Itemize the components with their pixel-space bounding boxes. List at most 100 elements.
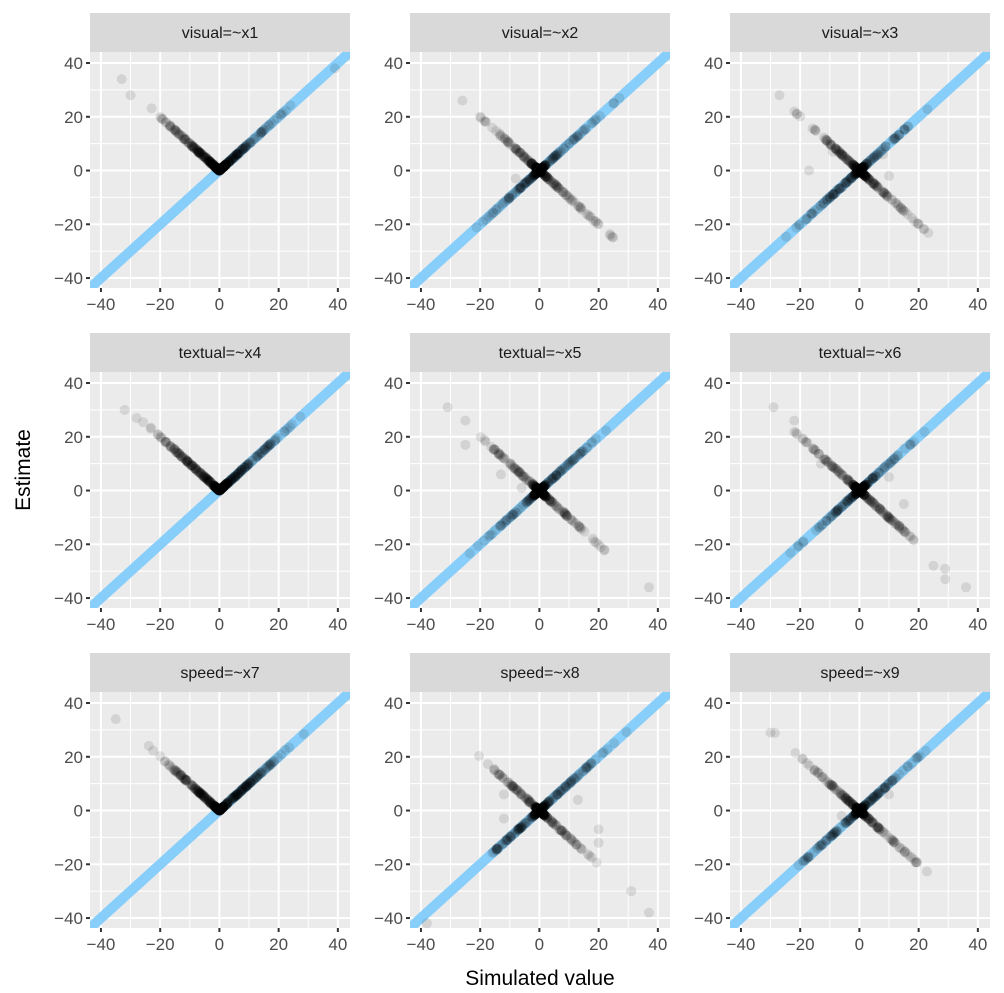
data-point: [172, 447, 183, 458]
data-point: [224, 156, 235, 167]
data-point: [873, 822, 884, 833]
data-point: [171, 447, 182, 458]
data-point: [863, 814, 874, 825]
data-point: [853, 485, 864, 496]
data-point: [576, 447, 587, 458]
data-point: [818, 454, 829, 465]
data-point: [798, 856, 809, 867]
data-point: [217, 802, 228, 813]
data-point: [215, 485, 226, 496]
data-point: [491, 843, 502, 854]
data-point: [189, 463, 200, 474]
data-point: [854, 165, 865, 176]
data-point: [520, 152, 531, 163]
outlier-point: [878, 149, 889, 160]
data-point: [857, 807, 868, 818]
data-point: [854, 805, 865, 816]
strip-background: [410, 653, 670, 692]
data-point: [515, 147, 526, 158]
data-point: [868, 179, 879, 190]
data-point: [836, 469, 847, 480]
data-point: [531, 162, 542, 173]
data-point: [856, 487, 867, 498]
x-axis: −40 −20 0 20 40: [407, 608, 667, 634]
data-point: [503, 194, 514, 205]
data-point: [837, 790, 848, 801]
data-point: [531, 163, 542, 174]
data-point: [215, 484, 226, 495]
data-point: [813, 448, 824, 459]
data-point: [506, 510, 517, 521]
data-point: [874, 503, 885, 514]
data-point: [215, 164, 226, 175]
y-tick-label: 40: [704, 374, 723, 393]
data-point: [880, 781, 891, 792]
data-point: [869, 498, 880, 509]
data-point: [238, 782, 249, 793]
data-point: [504, 137, 515, 148]
outlier-point: [460, 415, 471, 426]
data-point: [536, 167, 547, 178]
data-point: [560, 140, 571, 151]
data-point: [215, 483, 226, 494]
data-point: [845, 814, 856, 825]
data-point: [204, 796, 215, 807]
data-point: [865, 156, 876, 167]
outlier-point: [614, 92, 625, 103]
data-point: [900, 206, 911, 217]
data-point: [536, 487, 547, 498]
data-point: [535, 166, 546, 177]
data-point: [856, 163, 867, 174]
data-point: [852, 804, 863, 815]
data-point: [211, 482, 222, 493]
data-point: [856, 803, 867, 814]
data-point: [215, 484, 226, 495]
data-point: [486, 441, 497, 452]
data-point: [809, 846, 820, 857]
data-point: [506, 830, 517, 841]
outlier-point: [421, 918, 432, 928]
data-point: [255, 767, 266, 778]
data-point: [530, 488, 541, 499]
data-point: [884, 833, 895, 844]
data-point: [215, 804, 226, 815]
data-point: [848, 159, 859, 170]
data-point: [216, 803, 227, 814]
strip-background: [90, 13, 350, 52]
data-point: [869, 471, 880, 482]
data-point: [248, 775, 259, 786]
data-point: [525, 797, 536, 808]
data-point: [538, 801, 549, 812]
data-point: [814, 448, 825, 459]
data-point: [894, 769, 905, 780]
data-point: [534, 486, 545, 497]
data-point: [217, 163, 228, 174]
data-point: [513, 183, 524, 194]
data-point: [559, 507, 570, 518]
data-point: [851, 488, 862, 499]
data-point: [872, 182, 883, 193]
data-point: [856, 168, 867, 179]
data-point: [520, 177, 531, 188]
data-point: [859, 809, 870, 820]
data-point: [509, 828, 520, 839]
data-point: [159, 756, 170, 767]
data-point: [848, 170, 859, 181]
data-point: [521, 474, 532, 485]
data-point: [544, 156, 555, 167]
data-point: [822, 194, 833, 205]
data-point: [206, 799, 217, 810]
data-point: [539, 810, 550, 821]
data-point: [177, 452, 188, 463]
data-point: [817, 519, 828, 530]
data-point: [563, 459, 574, 470]
data-point: [533, 806, 544, 817]
data-point: [211, 803, 222, 814]
data-point: [853, 166, 864, 177]
data-point: [560, 781, 571, 792]
data-point: [531, 168, 542, 179]
data-point: [565, 456, 576, 467]
data-point: [567, 455, 578, 466]
data-point: [537, 483, 548, 494]
data-point: [513, 824, 524, 835]
